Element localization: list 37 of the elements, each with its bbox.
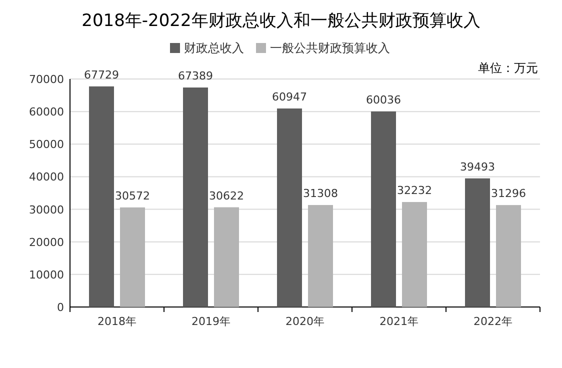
y-tick-label: 60000 <box>29 106 64 119</box>
bar <box>277 108 302 307</box>
y-tick-label: 70000 <box>29 73 64 86</box>
data-label: 30622 <box>209 189 244 202</box>
x-tick-label: 2019年 <box>192 315 230 328</box>
data-label: 60036 <box>366 93 401 106</box>
data-label: 31308 <box>303 187 338 200</box>
bar <box>120 207 145 307</box>
y-tick-label: 50000 <box>29 138 64 152</box>
x-tick-label: 2022年 <box>474 315 512 328</box>
bar <box>465 178 490 307</box>
legend-label: 一般公共财政预算收入 <box>270 41 390 55</box>
y-tick-label: 30000 <box>29 203 64 216</box>
bar <box>183 88 208 307</box>
data-label: 60947 <box>272 90 307 104</box>
data-label: 32232 <box>397 184 432 198</box>
legend-label: 财政总收入 <box>184 41 244 55</box>
y-tick-label: 40000 <box>29 170 64 184</box>
data-label: 30572 <box>115 189 150 202</box>
x-tick-label: 2020年 <box>286 315 324 328</box>
bar <box>308 205 333 307</box>
y-tick-label: 10000 <box>29 268 64 282</box>
bar <box>214 207 239 307</box>
data-label: 31296 <box>491 187 526 200</box>
data-label: 67729 <box>84 68 119 82</box>
bar <box>496 205 521 307</box>
title: 2018年-2022年财政总收入和一般公共财政预算收入 <box>82 11 480 31</box>
y-tick-label: 0 <box>57 301 64 314</box>
y-tick-label: 20000 <box>29 236 64 249</box>
bar <box>89 86 114 307</box>
data-label: 39493 <box>460 160 495 174</box>
bar <box>371 111 396 307</box>
text: 单位：万元 <box>478 61 538 75</box>
data-label: 67389 <box>178 70 213 83</box>
x-tick-label: 2021年 <box>380 315 418 328</box>
bar <box>402 202 427 307</box>
x-tick-label: 2018年 <box>98 315 136 328</box>
